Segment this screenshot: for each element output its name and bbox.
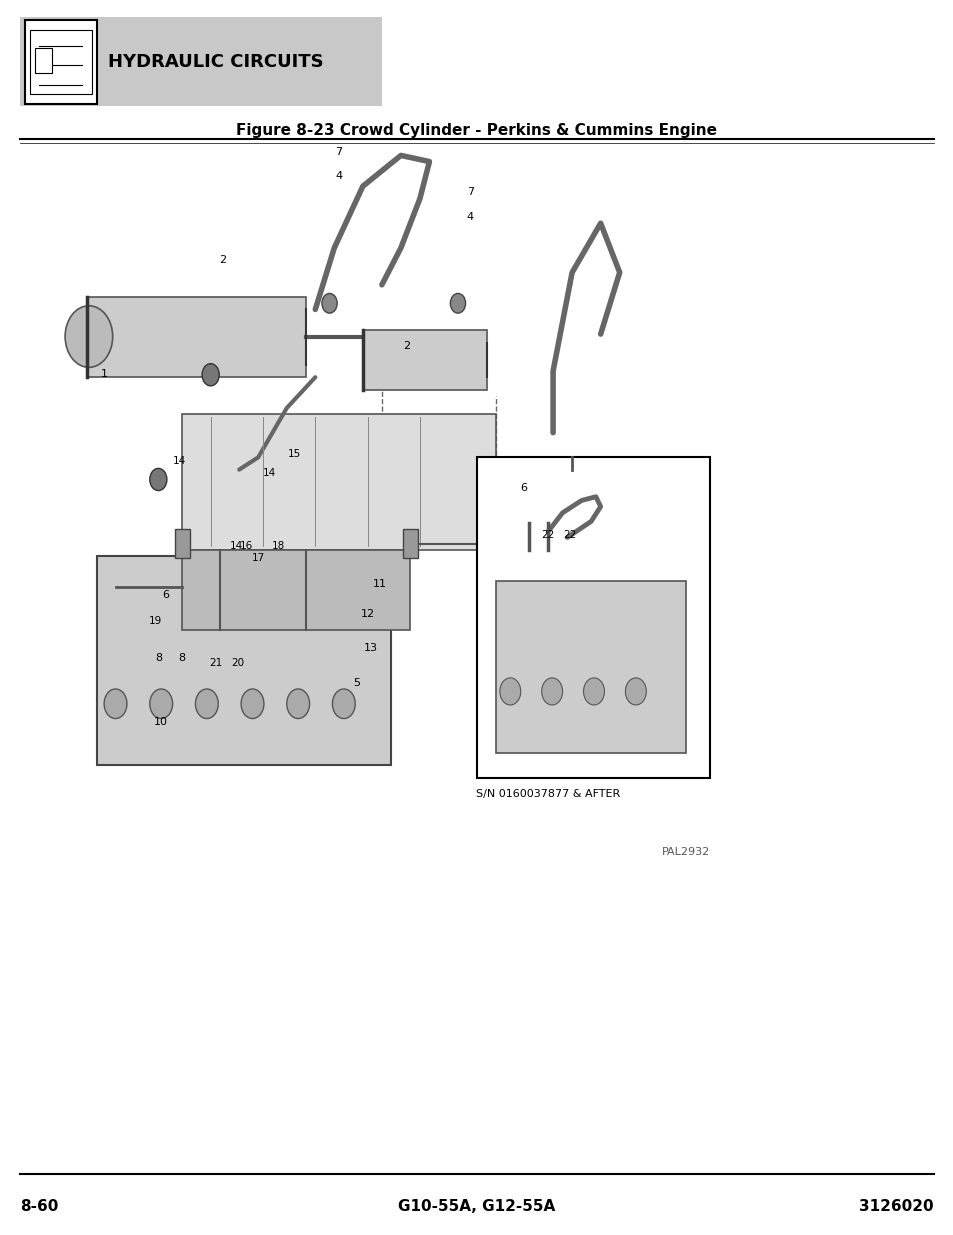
Circle shape [450,294,465,314]
Text: PAL2932: PAL2932 [661,847,710,857]
Text: 5: 5 [354,678,360,688]
Text: 1: 1 [100,368,108,378]
Bar [476,457,709,778]
Text: 17: 17 [252,553,265,563]
Circle shape [202,363,219,385]
Text: 13: 13 [363,643,377,653]
Circle shape [104,689,127,719]
FancyBboxPatch shape [182,550,410,630]
Text: 4: 4 [466,212,474,222]
Text: 8: 8 [154,653,162,663]
Circle shape [499,678,520,705]
Text: 22: 22 [563,530,577,540]
Circle shape [287,689,310,719]
Text: 21: 21 [209,658,222,668]
Text: 14: 14 [263,468,276,478]
Text: 22: 22 [541,530,555,540]
Circle shape [541,678,562,705]
Bar [25,20,96,104]
Text: 14: 14 [230,541,243,551]
Text: 14: 14 [172,456,186,466]
Text: 6: 6 [162,590,170,600]
FancyBboxPatch shape [20,17,381,106]
Bar [362,331,486,389]
Text: 16: 16 [240,541,253,551]
Text: 18: 18 [272,541,285,551]
FancyBboxPatch shape [182,414,496,550]
Text: 2: 2 [402,341,410,352]
Text: 20: 20 [232,658,245,668]
Circle shape [583,678,604,705]
Bar [402,529,417,558]
Bar [174,529,190,558]
FancyBboxPatch shape [496,580,685,753]
Text: 8: 8 [178,653,186,663]
Circle shape [150,689,172,719]
Text: S/N 0160037877 & AFTER: S/N 0160037877 & AFTER [476,789,619,799]
Circle shape [65,306,112,367]
Text: 4: 4 [335,172,342,182]
Circle shape [332,689,355,719]
Text: 19: 19 [149,616,162,626]
Text: 2: 2 [219,256,227,266]
Bar [30,30,91,94]
FancyBboxPatch shape [96,556,391,766]
Text: 7: 7 [466,188,474,198]
Text: 3126020: 3126020 [858,1199,933,1214]
Circle shape [150,468,167,490]
Text: HYDRAULIC CIRCUITS: HYDRAULIC CIRCUITS [108,53,323,70]
Circle shape [321,294,336,314]
Circle shape [241,689,264,719]
Bar [34,48,51,73]
Text: G10-55A, G12-55A: G10-55A, G12-55A [398,1199,555,1214]
Text: 15: 15 [288,448,301,458]
Bar [87,298,306,377]
Text: 10: 10 [154,718,168,727]
Circle shape [625,678,645,705]
Text: 12: 12 [360,609,375,619]
Text: 8-60: 8-60 [20,1199,59,1214]
Text: 6: 6 [519,483,527,493]
Text: 11: 11 [373,579,387,589]
Text: Figure 8-23 Crowd Cylinder - Perkins & Cummins Engine: Figure 8-23 Crowd Cylinder - Perkins & C… [236,124,717,138]
Circle shape [195,689,218,719]
Text: 7: 7 [335,147,342,157]
